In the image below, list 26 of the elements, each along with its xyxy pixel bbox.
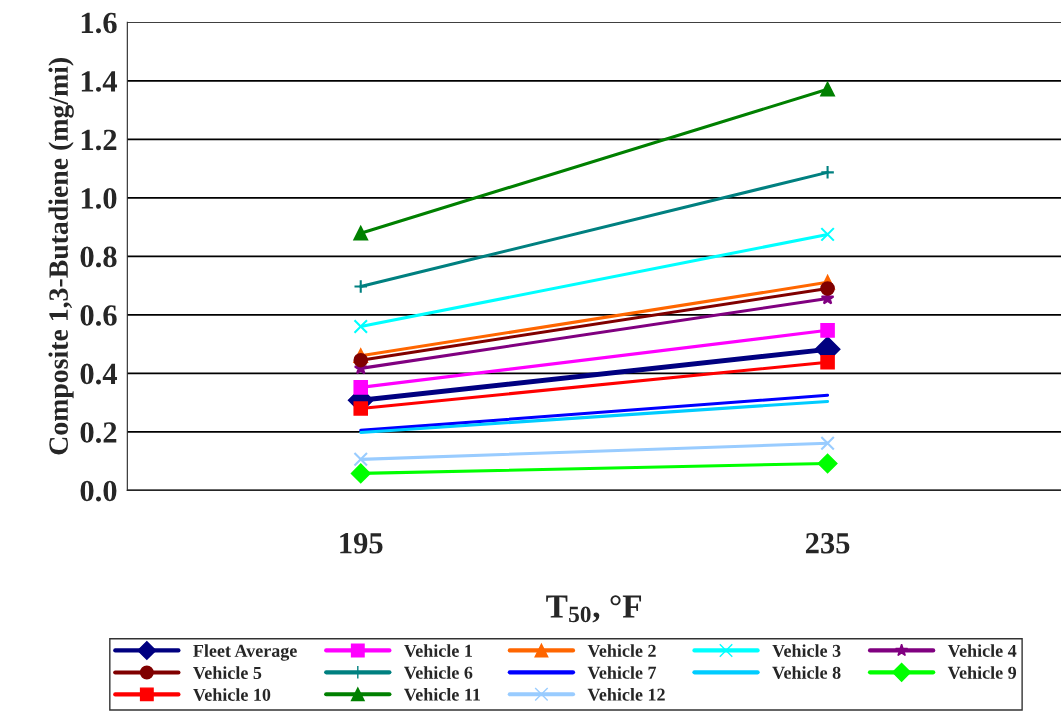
legend-label: Vehicle 2	[587, 644, 656, 658]
legend-label: Vehicle 3	[772, 644, 841, 658]
legend-label: Vehicle 4	[947, 644, 1017, 658]
x-tick-label: 235	[805, 532, 850, 554]
y-tick-label: 1.2	[81, 129, 117, 151]
y-tick-label: 1.0	[81, 188, 117, 209]
legend-label: Vehicle 7	[587, 666, 657, 679]
legend-label: Vehicle 12	[587, 688, 665, 701]
y-tick-label: 1.6	[81, 12, 117, 34]
legend-label: Vehicle 8	[772, 666, 841, 679]
legend-label: Vehicle 11	[404, 688, 480, 701]
y-tick-label: 0.2	[80, 422, 117, 443]
legend-label: Vehicle 1	[404, 644, 472, 658]
y-tick-label: 0.0	[80, 480, 117, 502]
x-axis-title: T$_{50}$, °F	[546, 595, 642, 623]
legend-label: Fleet Average	[193, 644, 297, 661]
y-tick-label: 1.4	[81, 71, 118, 92]
y-tick-label: 0.6	[80, 305, 117, 326]
y-tick-label: 0.4	[80, 363, 118, 385]
legend-label: Vehicle 6	[404, 666, 473, 679]
legend-label: Vehicle 10	[193, 688, 271, 701]
legend-label: Vehicle 9	[947, 666, 1017, 679]
y-axis-title: Composite 1,3-Butadiene (mg/mi)	[48, 58, 74, 455]
y-tick-label: 0.8	[80, 246, 117, 268]
x-tick-label: 195	[340, 532, 383, 554]
legend-label: Vehicle 5	[193, 666, 262, 680]
